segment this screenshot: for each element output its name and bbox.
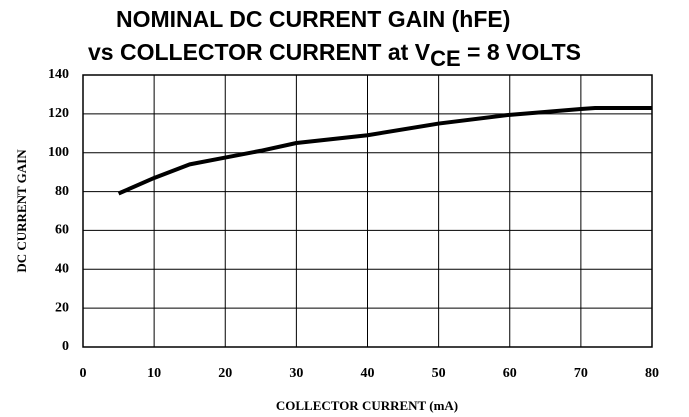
x-tick-label: 80 <box>645 366 659 381</box>
title-part: = 8 VOLTS <box>461 39 581 65</box>
x-tick-label: 30 <box>289 366 303 381</box>
y-tick-label: 80 <box>55 184 69 199</box>
y-tick-label: 60 <box>55 223 69 238</box>
x-tick-label: 60 <box>503 366 517 381</box>
title-part: vs COLLECTOR CURRENT at V <box>88 39 431 65</box>
x-tick-label: 10 <box>147 366 161 381</box>
x-axis-label: COLLECTOR CURRENT (mA) <box>276 398 458 413</box>
x-tick-label: 0 <box>80 366 87 381</box>
x-tick-label: 20 <box>218 366 232 381</box>
x-tick-label: 50 <box>432 366 446 381</box>
y-tick-label: 20 <box>55 300 69 315</box>
y-tick-label: 140 <box>48 67 69 82</box>
x-tick-label: 70 <box>574 366 588 381</box>
title-subscript: CE <box>430 46 461 71</box>
y-tick-label: 0 <box>62 339 69 354</box>
x-tick-label: 40 <box>361 366 375 381</box>
plot-frame <box>82 74 653 348</box>
y-tick-label: 120 <box>48 106 69 121</box>
y-axis-label: DC CURRENT GAIN <box>14 149 29 273</box>
y-tick-label: 100 <box>48 145 69 160</box>
chart-title: NOMINAL DC CURRENT GAIN (hFE) <box>116 6 510 32</box>
y-tick-label: 40 <box>55 262 69 277</box>
data-line <box>117 106 652 196</box>
chart-title: vs COLLECTOR CURRENT at VCE = 8 VOLTS <box>88 39 581 71</box>
